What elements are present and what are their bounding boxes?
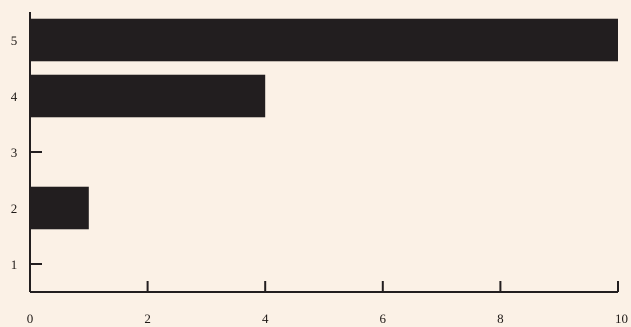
y-tick-label-5: 5: [11, 33, 18, 48]
x-tick-label-0: 0: [27, 311, 34, 326]
y-tick-label-4: 4: [11, 89, 18, 104]
bar-4: [30, 74, 266, 118]
x-tick-label-2: 2: [144, 311, 151, 326]
bars-group: [30, 18, 618, 230]
axes-group: [29, 12, 619, 293]
y-tick-label-3: 3: [11, 145, 18, 160]
x-tick-label-8: 8: [497, 311, 504, 326]
x-tick-label-6: 6: [380, 311, 387, 326]
tick-labels-group: 1 2 3 4 5 0 2 4 6 8 10: [11, 33, 628, 326]
x-tick-label-4: 4: [262, 311, 269, 326]
x-tick-label-10: 10: [615, 311, 628, 326]
y-tick-label-1: 1: [11, 257, 18, 272]
y-tick-label-2: 2: [11, 201, 18, 216]
bar-5: [30, 18, 618, 62]
